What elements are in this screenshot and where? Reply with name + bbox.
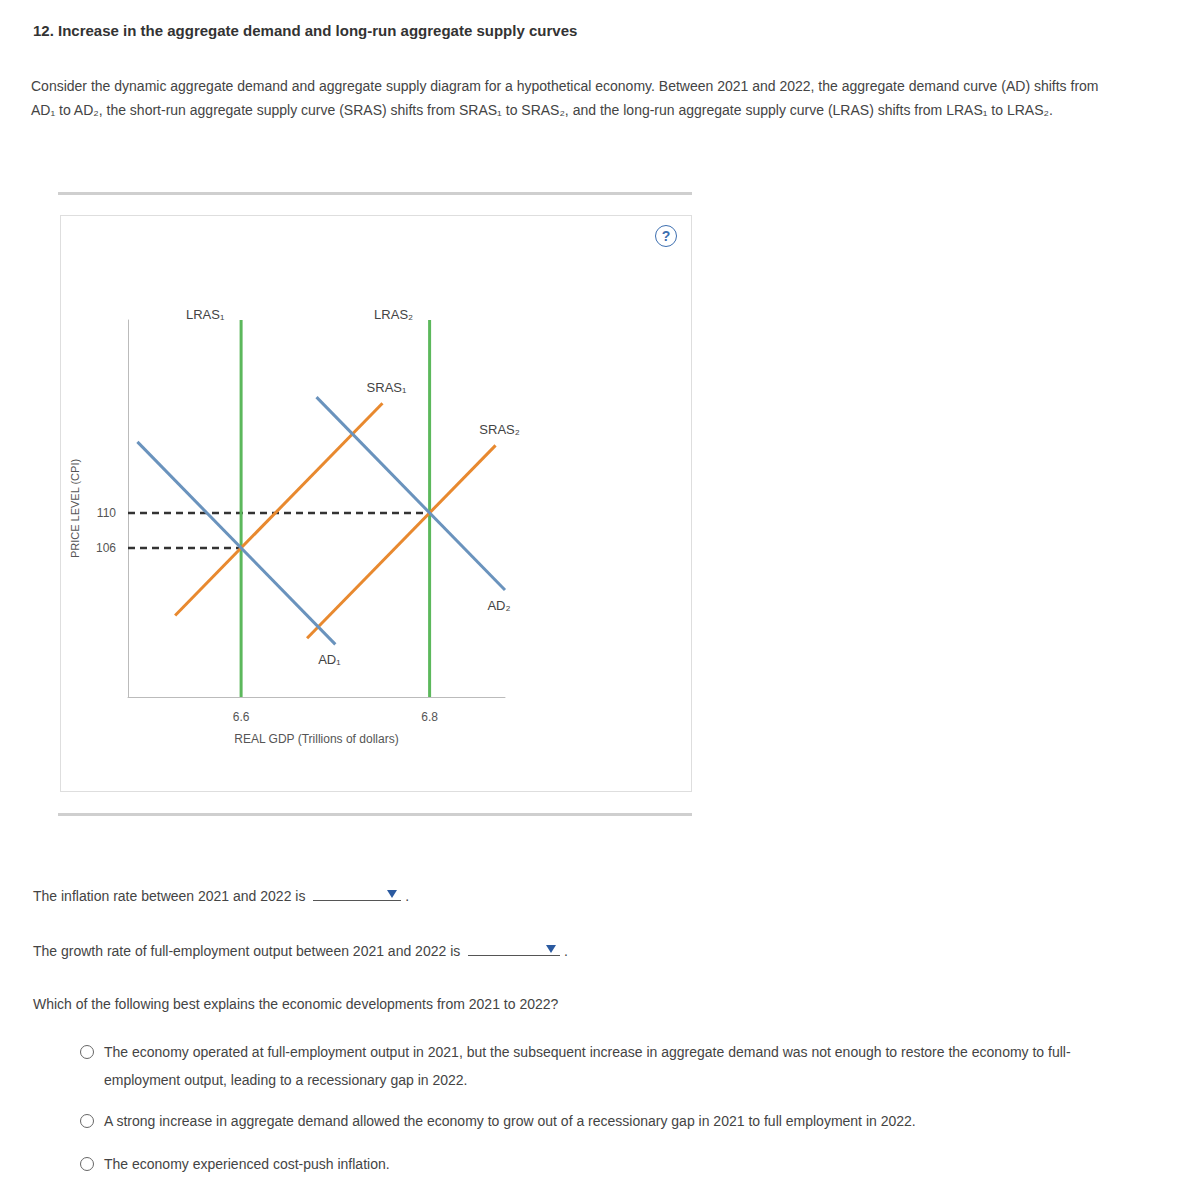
html-text:Consider the dynamic aggregate: Consider the dynamic aggregate demand an… <box>31 78 1099 118</box>
svg-text:PRICE LEVEL (CPI): PRICE LEVEL (CPI) <box>69 459 81 558</box>
html-text:The economy experienced cost-p: The economy experienced cost-push inflat… <box>104 1156 390 1172</box>
html-text:A strong increase in aggregate: A strong increase in aggregate demand al… <box>104 1113 916 1129</box>
svg-text:106: 106 <box>96 541 116 555</box>
svg-text:110: 110 <box>97 506 116 520</box>
html-text:The inflation rate between 202: The inflation rate between 2021 and 2022… <box>33 888 310 904</box>
html-text:Which of the following best ex: Which of the following best explains the… <box>33 996 559 1012</box>
svg-text:6.6: 6.6 <box>233 710 250 724</box>
svg-text:SRAS₁: SRAS₁ <box>367 380 407 395</box>
html-text:The economy operated at full-e: The economy operated at full-employment … <box>104 1044 1071 1088</box>
svg-text:AD₂: AD₂ <box>487 598 510 613</box>
svg-text:6.8: 6.8 <box>421 710 438 724</box>
svg-text:REAL GDP (Trillions of dollars: REAL GDP (Trillions of dollars) <box>234 732 398 746</box>
svg-text:SRAS₂: SRAS₂ <box>479 422 519 437</box>
svg-text:AD₁: AD₁ <box>318 652 341 667</box>
html-text:The growth rate of full-employ: The growth rate of full-employment outpu… <box>33 943 465 959</box>
svg-text:LRAS₁: LRAS₁ <box>186 307 225 322</box>
svg-text:LRAS₂: LRAS₂ <box>374 307 413 322</box>
html-text:12. Increase in the aggregate: 12. Increase in the aggregate demand and… <box>33 22 578 39</box>
